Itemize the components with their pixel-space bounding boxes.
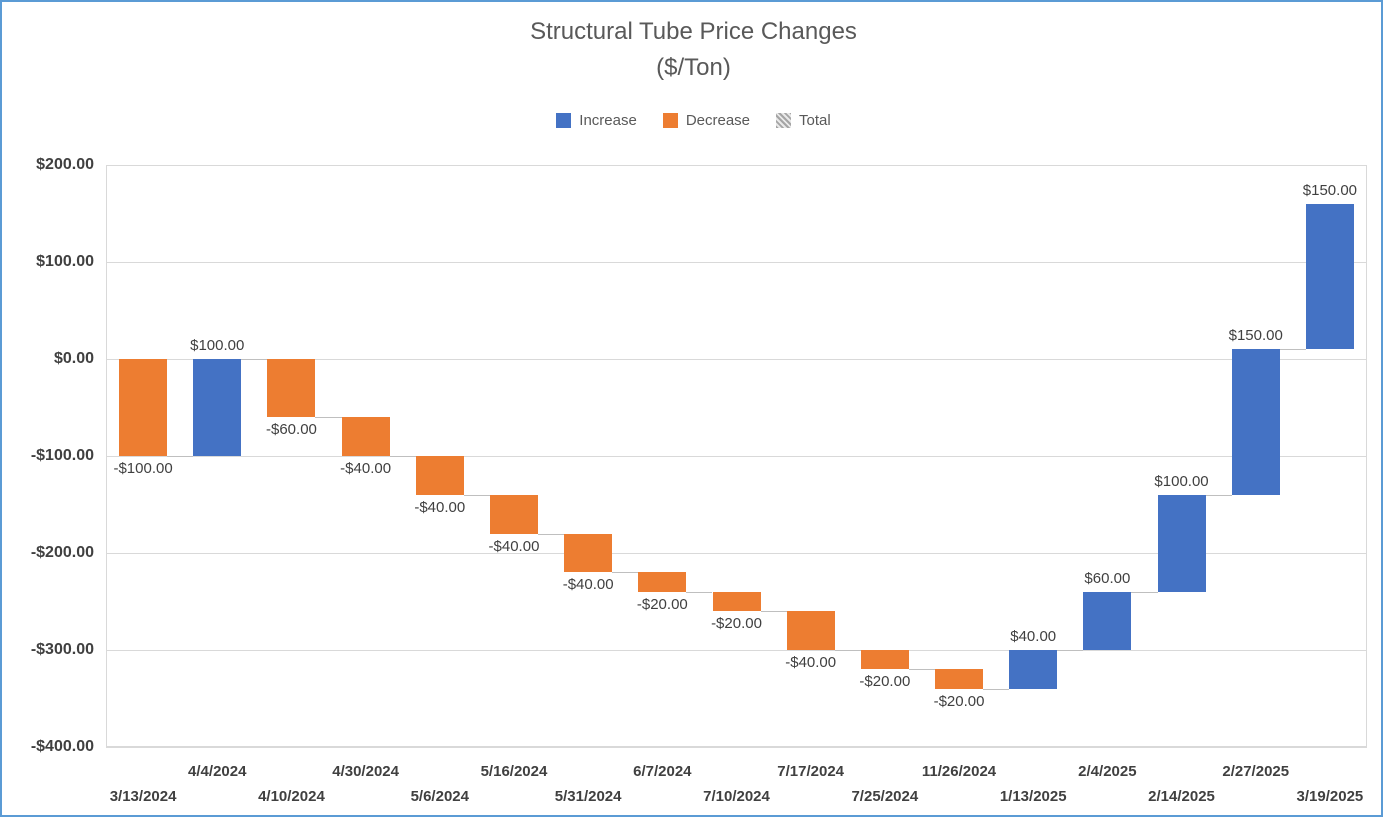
legend-label-increase: Increase: [579, 111, 637, 129]
x-axis-label: 4/10/2024: [258, 788, 325, 805]
connector-line: [537, 533, 565, 535]
total-swatch-icon: [776, 112, 792, 128]
y-axis-tick-label: -$300.00: [30, 641, 94, 658]
connector-line: [760, 611, 787, 613]
y-axis-tick-label: -$400.00: [30, 738, 94, 755]
waterfall-bar-1/13/2025[interactable]: [1009, 650, 1058, 689]
gridline: [106, 165, 1367, 166]
chart-title: Structural Tube Price Changes ($/Ton): [2, 14, 1383, 86]
waterfall-bar-5/31/2024[interactable]: [564, 533, 613, 573]
x-axis-label: 2/4/2025: [1078, 763, 1137, 780]
waterfall-bar-6/7/2024[interactable]: [638, 572, 687, 592]
x-axis-label: 2/14/2025: [1148, 788, 1215, 805]
gridline: [106, 747, 1367, 748]
connector-line: [1131, 591, 1158, 593]
legend-item-increase[interactable]: Increase: [556, 112, 637, 129]
chart-title-line2: ($/Ton): [656, 54, 731, 81]
waterfall-bar-2/27/2025[interactable]: [1231, 349, 1280, 495]
connector-line: [1205, 494, 1232, 496]
y-axis-tick-label: $0.00: [53, 350, 94, 367]
y-axis-tick-label: $200.00: [36, 156, 94, 173]
gridline: [106, 359, 1367, 360]
legend: Increase Decrease Total: [2, 108, 1383, 132]
x-axis-label: 11/26/2024: [921, 763, 997, 780]
data-label: $100.00: [1154, 472, 1209, 490]
connector-line: [463, 494, 490, 496]
connector-line: [908, 669, 936, 671]
gridline: [106, 262, 1367, 263]
gridline: [106, 650, 1367, 651]
data-label: -$20.00: [859, 673, 911, 691]
connector-line: [983, 688, 1010, 690]
decrease-swatch-icon: [662, 112, 678, 128]
waterfall-bar-7/10/2024[interactable]: [712, 591, 761, 612]
data-label: -$40.00: [562, 576, 614, 594]
data-label: $150.00: [1228, 327, 1283, 345]
chart-title-line1: Structural Tube Price Changes: [530, 18, 857, 45]
data-label: -$40.00: [414, 498, 466, 516]
gridline: [106, 553, 1367, 554]
waterfall-bar-7/17/2024[interactable]: [786, 611, 835, 650]
waterfall-bar-7/25/2024[interactable]: [860, 650, 909, 670]
connector-line: [315, 417, 342, 419]
data-label: -$100.00: [113, 460, 173, 477]
data-label: -$40.00: [340, 460, 392, 477]
data-label: -$20.00: [711, 615, 762, 633]
connector-line: [686, 591, 713, 593]
x-axis-label: 6/7/2024: [633, 763, 692, 780]
data-label: -$40.00: [488, 537, 540, 555]
data-label: $40.00: [1010, 628, 1057, 645]
connector-line: [389, 456, 416, 457]
legend-item-total[interactable]: Total: [776, 112, 831, 129]
connector-line: [612, 572, 639, 574]
x-axis-label: 4/4/2024: [188, 763, 247, 780]
waterfall-bar-5/6/2024[interactable]: [415, 456, 464, 495]
waterfall-bar-11/26/2024[interactable]: [935, 669, 984, 689]
x-axis-label: 5/16/2024: [480, 763, 548, 780]
legend-label-total: Total: [799, 111, 831, 129]
x-axis-label: 7/10/2024: [703, 788, 770, 805]
x-axis-label: 4/30/2024: [332, 763, 399, 780]
x-axis-label: 3/19/2025: [1296, 788, 1364, 805]
data-label: $60.00: [1084, 569, 1131, 587]
legend-label-decrease: Decrease: [685, 111, 751, 129]
connector-line: [241, 359, 268, 360]
data-label: -$20.00: [636, 595, 688, 613]
waterfall-bar-2/4/2025[interactable]: [1083, 591, 1132, 650]
connector-line: [167, 456, 194, 457]
connector-line: [1057, 650, 1084, 651]
increase-swatch-icon: [556, 112, 572, 128]
x-axis-label: 5/6/2024: [410, 788, 469, 805]
connector-line: [834, 650, 861, 651]
data-label: -$20.00: [933, 692, 985, 710]
x-axis-label: 7/17/2024: [777, 763, 845, 780]
gridline: [106, 456, 1367, 457]
data-label: -$40.00: [785, 654, 837, 671]
x-axis-label: 2/27/2025: [1222, 763, 1290, 780]
waterfall-bar-4/30/2024[interactable]: [341, 417, 390, 456]
y-axis-tick-label: -$100.00: [30, 447, 94, 464]
data-label: -$60.00: [266, 421, 317, 439]
x-axis-label: 5/31/2024: [554, 788, 622, 805]
y-axis-tick-label: $100.00: [36, 253, 94, 270]
x-axis-label: 3/13/2024: [109, 788, 177, 805]
x-axis-label: 7/25/2024: [851, 788, 919, 805]
y-axis-tick-label: -$200.00: [30, 544, 94, 561]
waterfall-bar-4/4/2024[interactable]: [193, 359, 242, 456]
data-label: $100.00: [190, 337, 245, 354]
waterfall-bar-3/13/2024[interactable]: [119, 359, 168, 456]
waterfall-bar-2/14/2025[interactable]: [1157, 494, 1206, 592]
data-label: $150.00: [1302, 181, 1358, 199]
waterfall-bar-5/16/2024[interactable]: [489, 494, 538, 534]
connector-line: [1279, 349, 1306, 351]
legend-item-decrease[interactable]: Decrease: [662, 111, 751, 129]
waterfall-bar-3/19/2025[interactable]: [1305, 203, 1354, 350]
x-axis-label: 1/13/2025: [999, 788, 1067, 805]
waterfall-bar-4/10/2024[interactable]: [267, 359, 316, 418]
